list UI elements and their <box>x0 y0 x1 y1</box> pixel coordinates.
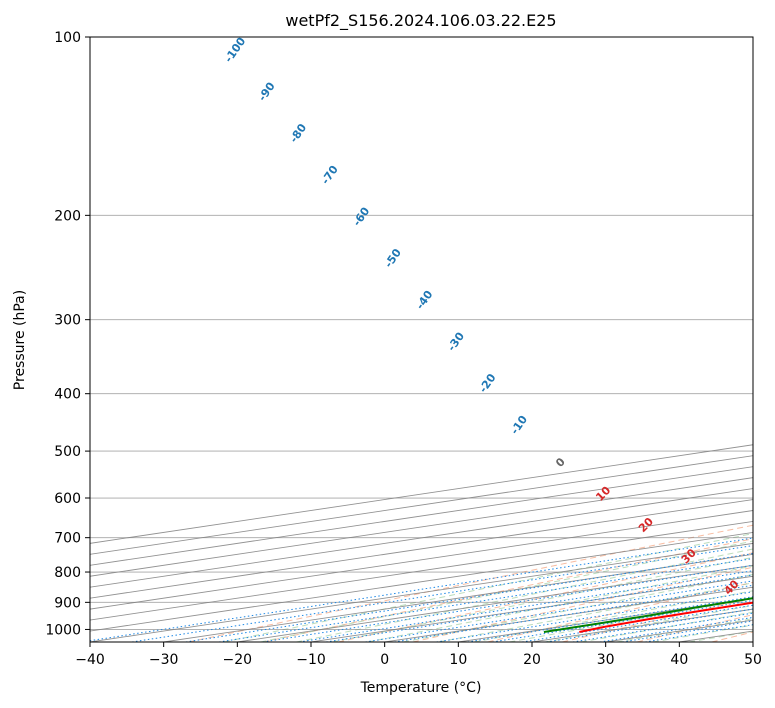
chart-title: wetPf2_S156.2024.106.03.22.E25 <box>285 11 556 31</box>
moist-adiabat-line <box>473 590 753 642</box>
dry-adiabats <box>188 524 753 642</box>
mixing-ratio-line <box>218 558 753 642</box>
mixing-ratio-line <box>599 616 753 642</box>
y-tick-label: 500 <box>54 444 81 460</box>
moist-adiabat-line <box>403 573 753 642</box>
x-tick-label: 10 <box>449 652 467 668</box>
y-tick-label: 900 <box>54 595 81 611</box>
dry-adiabat-line <box>188 524 753 642</box>
mixing-ratio-line <box>131 545 753 642</box>
x-tick-label: 20 <box>523 652 541 668</box>
isotherm-line <box>90 488 753 588</box>
isotherm-line <box>90 455 753 555</box>
isotherm-line <box>90 444 753 544</box>
x-tick-label: −20 <box>223 652 253 668</box>
isotherm-line <box>90 520 753 621</box>
mixing-ratio-line <box>546 608 753 642</box>
x-tick-label: 0 <box>380 652 389 668</box>
isotherm-line <box>90 510 753 610</box>
y-tick-label: 1000 <box>45 622 81 638</box>
y-tick-label: 600 <box>54 491 81 507</box>
isotherms <box>90 444 753 642</box>
y-tick-label: 800 <box>54 565 81 581</box>
mixing-ratio-line <box>90 537 753 642</box>
mixing-ratio-line <box>522 604 753 642</box>
isotherm-line <box>90 466 753 566</box>
y-tick-label: 400 <box>54 387 81 403</box>
axis-ticks: −40 −30 −20 −10 0 10 20 30 40 50 100 200 300 400 500 60… <box>45 30 762 668</box>
moist-adiabat-line <box>296 548 753 642</box>
isotherm-line <box>90 499 753 599</box>
isotherm-line <box>752 641 753 642</box>
isobars <box>90 37 753 630</box>
x-tick-label: 30 <box>597 652 615 668</box>
mixing-ratio-line <box>572 612 753 642</box>
y-tick-label: 300 <box>54 313 81 329</box>
x-tick-label: −30 <box>149 652 179 668</box>
plot-frame <box>89 36 754 643</box>
x-tick-label: 40 <box>670 652 688 668</box>
y-axis-label: Pressure (hPa) <box>12 290 28 390</box>
isotherm-line <box>90 477 753 577</box>
x-tick-label: −10 <box>296 652 326 668</box>
y-tick-label: 200 <box>54 208 81 224</box>
x-axis-label: Temperature (°C) <box>360 680 482 696</box>
y-tick-label: 700 <box>54 531 81 547</box>
x-tick-label: −40 <box>75 652 105 668</box>
mixing-ratio-lines <box>90 537 753 642</box>
y-tick-label: 100 <box>54 30 81 46</box>
isotherm-line <box>90 531 753 632</box>
plot-background <box>90 37 753 642</box>
moist-adiabats <box>223 533 753 642</box>
x-tick-label: 50 <box>744 652 762 668</box>
mixing-ratio-line <box>185 553 753 642</box>
mixing-ratio-line <box>492 600 753 642</box>
moist-adiabat-line <box>332 556 753 642</box>
